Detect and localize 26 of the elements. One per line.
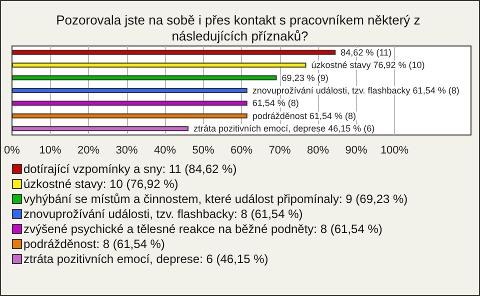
x-tick-label: 30%	[116, 144, 138, 156]
x-tick-label: 40%	[154, 144, 176, 156]
data-label: 84,62 % (11)	[340, 47, 392, 58]
data-label: ztráta pozitivních emocí, deprese 46,15 % (6)	[194, 124, 375, 134]
x-tick-label: 10%	[39, 144, 62, 156]
data-label: úzkostné stavy 76,92 % (10)	[311, 60, 425, 70]
legend-label: zvýšené psychické a tělesné reakce na běžné podněty: 8 (61,54 %)	[24, 222, 382, 236]
x-tick-label: 60%	[230, 144, 253, 156]
chart-title: Pozorovala jste na sobě i přes kontakt s pracovníkem některý z následujících příznaků?	[56, 12, 424, 44]
x-tick-label: 100%	[380, 144, 409, 156]
x-tick-label: 0%	[4, 144, 20, 156]
x-tick-label: 50%	[192, 144, 214, 156]
legend-label: podrážděnost: 8 (61,54 %)	[24, 237, 165, 251]
legend-label: vyhýbání se místům a činnostem, které událost připomínaly: 9 (69,23 %)	[24, 192, 408, 206]
x-tick-label: 70%	[268, 144, 291, 156]
x-tick-label: 90%	[345, 144, 368, 156]
data-label: 69,23 % (9)	[282, 72, 328, 83]
legend-label: úzkostné stavy: 10 (76,92 %)	[24, 177, 178, 191]
data-label: podrážděnost 61,54 % (8)	[252, 110, 356, 121]
x-tick-label: 80%	[306, 144, 330, 156]
x-tick-label: 20%	[77, 144, 100, 156]
legend-label: ztráta pozitivních emocí, deprese: 6 (46,15 %)	[24, 252, 268, 266]
data-label: znovuprožívání události, tzv. flashbacky 61,54 % (8)	[252, 86, 460, 96]
legend-label: znovuprožívání události, tzv. flashbacky: 8 (61,54 %)	[24, 207, 303, 221]
data-label: 61,54 % (8)	[252, 98, 299, 108]
legend-label: dotírající vzpomínky a sny: 11 (84,62 %)	[24, 162, 237, 176]
